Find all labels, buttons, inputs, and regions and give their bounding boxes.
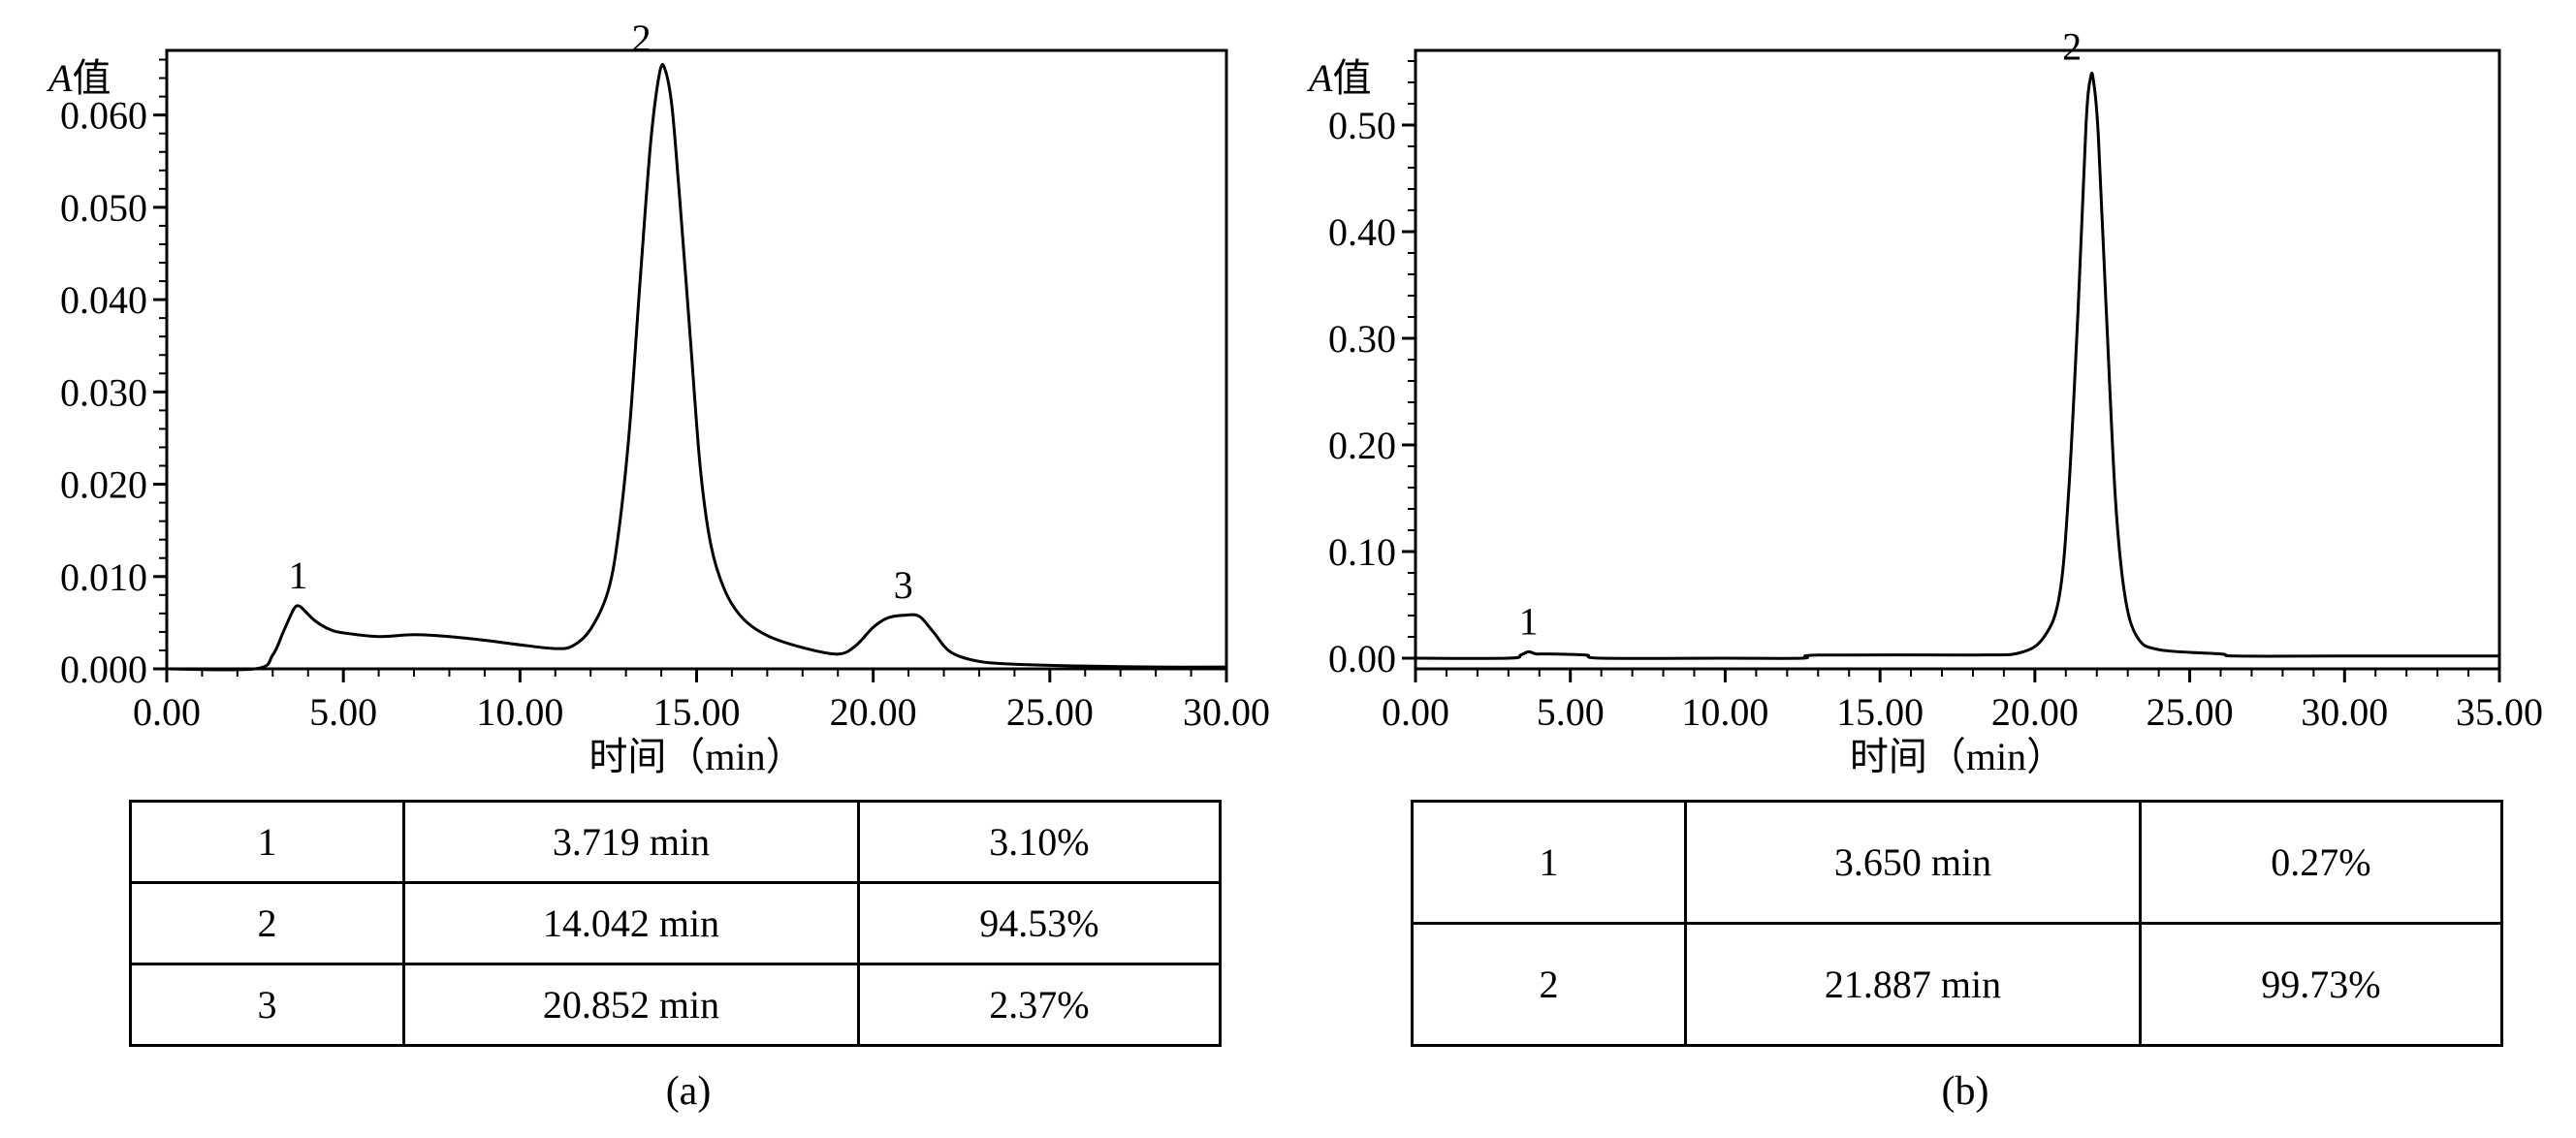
chart-a-y-tick-label: 0.010	[60, 555, 147, 599]
chart-a-peak-label: 1	[288, 553, 307, 597]
chart-b-y-tick-label: 0.40	[1328, 210, 1396, 254]
chart-a-y-tick-label: 0.030	[60, 370, 147, 414]
chart-b-y-tick-label: 0.20	[1328, 424, 1396, 467]
retention-time-cell: 14.042 min	[402, 881, 860, 965]
area-percent-cell: 2.37%	[856, 963, 1223, 1047]
chart-b-x-axis-label: 时间（min）	[1850, 735, 2065, 778]
chart-b-plot-frame	[1414, 48, 2501, 671]
chart-b-x-tick-label: 20.00	[1991, 690, 2079, 734]
chart-b-x-tick-label: 30.00	[2301, 690, 2388, 734]
chart-a-x-tick-label: 30.00	[1183, 690, 1270, 734]
chart-b-y-tick-label: 0.00	[1328, 637, 1396, 680]
panel-caption-b: (b)	[1941, 1069, 1989, 1114]
chart-a-x-tick-label: 10.00	[476, 690, 563, 734]
chart-a-x-axis-label: 时间（min）	[588, 735, 804, 778]
chart-a-y-tick-label: 0.060	[60, 94, 147, 138]
peak-number-cell: 1	[128, 800, 406, 884]
chart-b-peak-label: 1	[1519, 599, 1539, 643]
area-percent-cell: 94.53%	[856, 881, 1223, 965]
chart-a-y-tick-label: 0.050	[60, 186, 147, 230]
chart-b-x-tick-label: 35.00	[2456, 690, 2543, 734]
retention-time-cell: 3.719 min	[402, 800, 860, 884]
chromatogram-a: 0.00 5.00 10.00 15.00 20.00 25.00 30.00 0.000 0.…	[46, 16, 1270, 778]
area-percent-cell: 99.73%	[2138, 922, 2504, 1047]
chart-b-y-tick-label: 0.30	[1328, 317, 1396, 361]
area-percent-cell: 0.27%	[2138, 800, 2504, 925]
chart-a-y-tick-label: 0.020	[60, 463, 147, 507]
chart-a-y-axis-label: A值	[46, 56, 111, 100]
chromatogram-b: 0.00 5.00 10.00 15.00 20.00 25.00 30.00 35.000.…	[1306, 25, 2543, 779]
panel-caption-a: (a)	[665, 1069, 712, 1114]
chart-a-x-tick-label: 20.00	[830, 690, 917, 734]
chart-a-trace-line	[166, 63, 1227, 672]
table-row: 1 3.650 min 0.27%	[1410, 800, 2504, 925]
chart-b-peak-label: 2	[2062, 25, 2082, 69]
chart-a-x-tick-label: 5.00	[309, 690, 377, 734]
chart-a-x-tick-label: 25.00	[1006, 690, 1094, 734]
chart-b-x-tick-label: 25.00	[2147, 690, 2234, 734]
table-row: 2 21.887 min 99.73%	[1410, 922, 2504, 1047]
chart-a-peak-label: 3	[894, 563, 913, 607]
chart-b-x-tick-label: 5.00	[1537, 690, 1605, 734]
chart-b-y-tick-label: 0.50	[1328, 104, 1396, 147]
peak-number-cell: 3	[128, 963, 406, 1047]
table-row: 2 14.042 min 94.53%	[128, 881, 1223, 965]
chart-a-x-tick-label: 0.00	[133, 690, 201, 734]
chart-b-y-axis-label: A值	[1306, 56, 1371, 100]
table-row: 3 20.852 min 2.37%	[128, 963, 1223, 1047]
chart-b-trace-line	[1415, 71, 2499, 660]
results-table-a: 1 3.719 min 3.10% 2 14.042 min 94.53% 3 20.852 …	[128, 800, 1223, 1047]
chart-b-x-tick-label: 10.00	[1681, 690, 1768, 734]
retention-time-cell: 21.887 min	[1684, 922, 2142, 1047]
chart-a-x-tick-label: 15.00	[653, 690, 741, 734]
chart-b-x-tick-label: 0.00	[1382, 690, 1449, 734]
chart-a-y-tick-label: 0.040	[60, 278, 147, 322]
area-percent-cell: 3.10%	[856, 800, 1223, 884]
chart-a-peak-label: 2	[632, 16, 652, 60]
table-row: 1 3.719 min 3.10%	[128, 800, 1223, 884]
results-table-b: 1 3.650 min 0.27% 2 21.887 min 99.73%	[1410, 800, 2504, 1047]
chart-a-y-tick-label: 0.000	[60, 648, 147, 691]
peak-number-cell: 2	[128, 881, 406, 965]
chart-b-y-tick-label: 0.10	[1328, 530, 1396, 574]
retention-time-cell: 3.650 min	[1684, 800, 2142, 925]
retention-time-cell: 20.852 min	[402, 963, 860, 1047]
peak-number-cell: 1	[1410, 800, 1688, 925]
peak-number-cell: 2	[1410, 922, 1688, 1047]
chart-a-plot-frame	[165, 48, 1228, 671]
chart-b-x-tick-label: 15.00	[1836, 690, 1924, 734]
